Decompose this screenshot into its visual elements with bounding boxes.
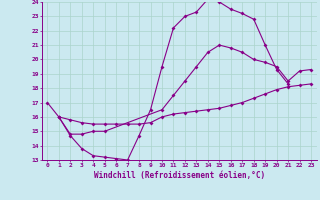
X-axis label: Windchill (Refroidissement éolien,°C): Windchill (Refroidissement éolien,°C) [94,171,265,180]
